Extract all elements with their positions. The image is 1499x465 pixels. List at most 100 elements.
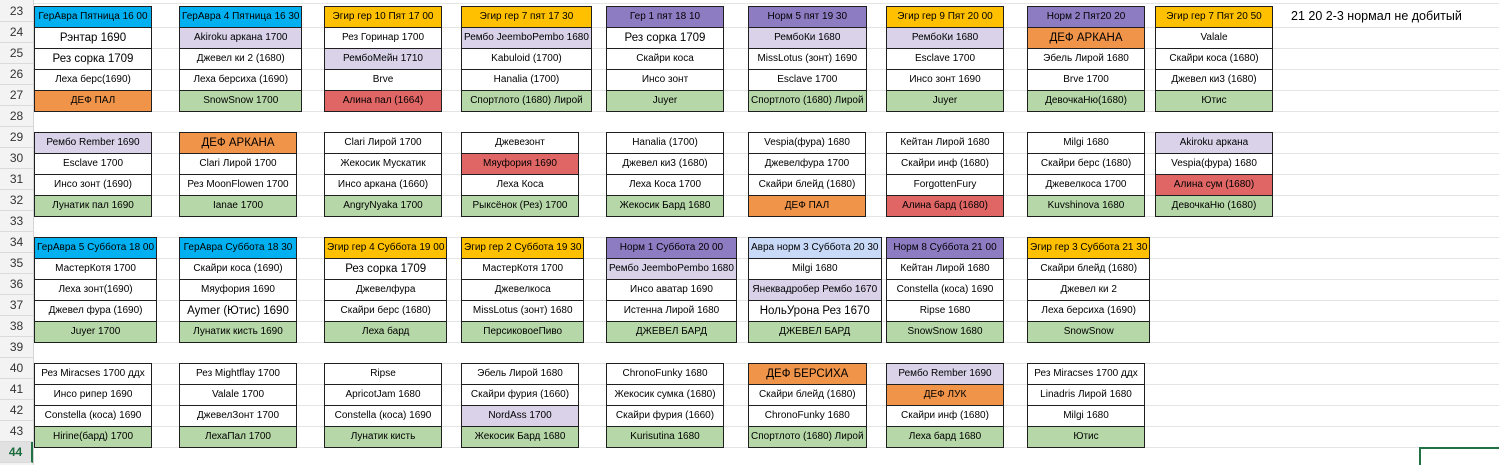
member-cell[interactable]: Akiroku аркана 1700: [178, 27, 303, 49]
member-cell[interactable]: НольУрона Рез 1670: [748, 300, 882, 322]
member-cell[interactable]: Жекосик Бард 1680: [461, 426, 579, 448]
group-header-cell[interactable]: ГерАвра 5 Суббота 18 00: [33, 237, 158, 259]
member-cell[interactable]: ПерсиковоеПиво: [460, 321, 585, 343]
member-cell[interactable]: Инсо зонт: [606, 69, 724, 91]
row-number[interactable]: 29: [0, 127, 33, 148]
member-cell[interactable]: Леха бард: [323, 321, 448, 343]
group-header-cell[interactable]: Эгир гер 3 Суббота 21 30: [1026, 237, 1151, 259]
row-number[interactable]: 32: [0, 190, 33, 211]
member-cell[interactable]: Brve 1700: [1027, 69, 1145, 91]
member-cell[interactable]: Скайри коса (1690): [179, 258, 297, 280]
member-cell[interactable]: ChronoFunky 1680: [748, 405, 867, 427]
member-cell[interactable]: ДЕФ ЛУК: [886, 384, 1004, 406]
member-cell[interactable]: Juyer 1700: [33, 321, 158, 343]
member-cell[interactable]: Valale: [1155, 27, 1273, 49]
member-cell[interactable]: Kabuloid (1700): [461, 48, 592, 70]
member-cell[interactable]: Рез сорка 1709: [323, 258, 448, 280]
member-cell[interactable]: ForgottenFury: [886, 174, 1004, 196]
member-cell[interactable]: ДЕФ ПАЛ: [34, 90, 152, 112]
group-header-cell[interactable]: Норм 8 Суббота 21 00: [886, 237, 1004, 259]
member-cell[interactable]: Джевел фура (1690): [33, 300, 158, 322]
row-number[interactable]: 27: [0, 85, 33, 106]
member-cell[interactable]: Скайри блейд (1680): [1026, 258, 1151, 280]
member-cell[interactable]: Инсо зонт (1690): [34, 174, 152, 196]
member-cell[interactable]: Джевел ки 2 (1680): [178, 48, 303, 70]
member-cell[interactable]: Эбель Лирой 1680: [1027, 48, 1145, 70]
member-cell[interactable]: Рез MoonFlowen 1700: [179, 174, 297, 196]
member-cell[interactable]: Скайри блейд (1680): [748, 384, 867, 406]
member-cell[interactable]: Vespia(фура) 1680: [748, 132, 866, 154]
member-cell[interactable]: ДЖЕВЕЛ БАРД: [606, 321, 737, 343]
row-number[interactable]: 26: [0, 64, 33, 85]
member-cell[interactable]: Constella (коса) 1690: [34, 405, 152, 427]
member-cell[interactable]: Леха берсиха (1690): [178, 69, 303, 91]
member-cell[interactable]: Спортлото (1680) Лирой: [748, 90, 867, 112]
group-header-cell[interactable]: Эгир гер 4 Суббота 19 00: [323, 237, 448, 259]
group-header-cell[interactable]: Норм 5 пят 19 30: [748, 6, 867, 28]
row-number[interactable]: 34: [0, 232, 33, 253]
member-cell[interactable]: Скайри фурия (1660): [606, 405, 724, 427]
member-cell[interactable]: Скайри коса: [606, 48, 724, 70]
member-cell[interactable]: Джевелфура: [323, 279, 448, 301]
member-cell[interactable]: Леха берсиха (1690): [1026, 300, 1151, 322]
member-cell[interactable]: ДевочкаНю (1680): [1155, 195, 1273, 217]
member-cell[interactable]: ДЖЕВЕЛ БАРД: [748, 321, 882, 343]
member-cell[interactable]: Рез сорка 1709: [606, 27, 724, 49]
member-cell[interactable]: Мяуфория 1690: [179, 279, 297, 301]
member-cell[interactable]: Леха бард 1680: [886, 426, 1004, 448]
member-cell[interactable]: Esclave 1700: [34, 153, 152, 175]
row-number[interactable]: 33: [0, 211, 33, 232]
member-cell[interactable]: Лунатик кисть 1690: [179, 321, 297, 343]
row-number[interactable]: 23: [0, 1, 33, 22]
member-cell[interactable]: AngryNyaka 1700: [324, 195, 442, 217]
member-cell[interactable]: ChronoFunky 1680: [606, 363, 724, 385]
row-number[interactable]: 35: [0, 253, 33, 274]
member-cell[interactable]: SnowSnow: [1026, 321, 1151, 343]
member-cell[interactable]: ДЕФ БЕРСИХА: [748, 363, 867, 385]
member-cell[interactable]: Истенна Лирой 1680: [606, 300, 737, 322]
member-cell[interactable]: Джевелкоса 1700: [1027, 174, 1145, 196]
member-cell[interactable]: Скайри блейд (1680): [748, 174, 866, 196]
member-cell[interactable]: Инсо аватар 1690: [606, 279, 737, 301]
member-cell[interactable]: МастерКотя 1700: [460, 258, 585, 280]
row-number[interactable]: 44: [0, 442, 33, 463]
member-cell[interactable]: Лунатик кисть: [324, 426, 442, 448]
member-cell[interactable]: Clari Лирой 1700: [179, 153, 297, 175]
member-cell[interactable]: ЛехаПал 1700: [179, 426, 297, 448]
member-cell[interactable]: Hirine(бард) 1700: [34, 426, 152, 448]
row-number[interactable]: 40: [0, 358, 33, 379]
member-cell[interactable]: ДЕФ АРКАНА: [179, 132, 297, 154]
row-number[interactable]: 38: [0, 316, 33, 337]
member-cell[interactable]: Мяуфория 1690: [461, 153, 579, 175]
member-cell[interactable]: РембоКи 1680: [886, 27, 1004, 49]
member-cell[interactable]: Джевел ки3 (1680): [606, 153, 724, 175]
member-cell[interactable]: Джевел ки3 (1680): [1155, 69, 1273, 91]
group-header-cell[interactable]: Эгир гер 7 Пят 20 50: [1155, 6, 1273, 28]
member-cell[interactable]: Рез сорка 1709: [34, 48, 152, 70]
member-cell[interactable]: МастерКотя 1700: [33, 258, 158, 280]
member-cell[interactable]: Жекосик Мускатик: [324, 153, 442, 175]
member-cell[interactable]: Янеквадробер Рембо 1670: [748, 279, 882, 301]
member-cell[interactable]: Constella (коса) 1690: [324, 405, 442, 427]
group-header-cell[interactable]: Эгир гер 10 Пят 17 00: [324, 6, 442, 28]
member-cell[interactable]: ApricotJam 1680: [324, 384, 442, 406]
group-header-cell[interactable]: ГерАвра Суббота 18 30: [179, 237, 297, 259]
member-cell[interactable]: Linadris Лирой 1680: [1027, 384, 1145, 406]
member-cell[interactable]: ДевочкаНю(1680): [1027, 90, 1145, 112]
member-cell[interactable]: Жекосик сумка (1680): [606, 384, 724, 406]
member-cell[interactable]: Esclave 1700: [748, 69, 867, 91]
member-cell[interactable]: Akiroku аркана: [1155, 132, 1273, 154]
member-cell[interactable]: Кейтан Лирой 1680: [886, 132, 1004, 154]
member-cell[interactable]: Рэнтар 1690: [34, 27, 152, 49]
group-header-cell[interactable]: Эгир гер 7 пят 17 30: [461, 6, 592, 28]
member-cell[interactable]: SnowSnow 1680: [886, 321, 1004, 343]
member-cell[interactable]: Vespia(фура) 1680: [1155, 153, 1273, 175]
member-cell[interactable]: Рез Mightflay 1700: [179, 363, 297, 385]
group-header-cell[interactable]: Гер 1 пят 18 10: [606, 6, 724, 28]
member-cell[interactable]: РембоКи 1680: [748, 27, 867, 49]
member-cell[interactable]: Рембо JeemboPembo 1680: [461, 27, 592, 49]
row-number[interactable]: 41: [0, 379, 33, 400]
member-cell[interactable]: Рез Miracses 1700 ддх: [34, 363, 152, 385]
member-cell[interactable]: Ютис: [1027, 426, 1145, 448]
member-cell[interactable]: Рез Горинар 1700: [324, 27, 442, 49]
